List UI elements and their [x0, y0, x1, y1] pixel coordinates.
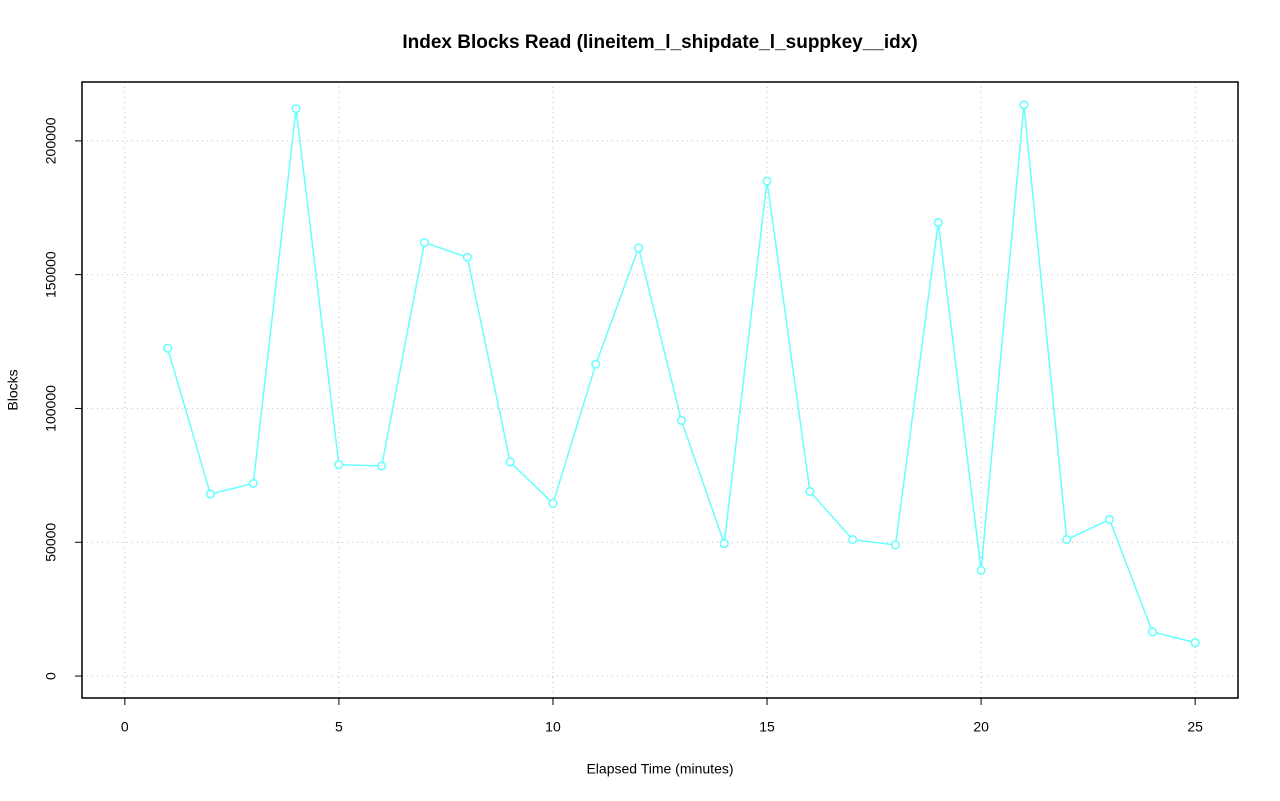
data-point [1019, 100, 1029, 110]
y-tick-label: 0 [43, 672, 59, 680]
data-point [976, 565, 986, 575]
data-point [762, 176, 772, 186]
data-point [377, 461, 387, 471]
data-point [548, 498, 558, 509]
data-point [248, 478, 258, 488]
y-tick-label: 200000 [43, 117, 59, 164]
data-point [1062, 535, 1072, 545]
x-tick-label: 25 [1187, 719, 1203, 735]
chart-title: Index Blocks Read (lineitem_l_shipdate_l… [402, 32, 917, 53]
y-tick-label: 150000 [43, 251, 59, 298]
x-tick-label: 15 [759, 719, 775, 735]
y-axis-label: Blocks [5, 369, 21, 410]
data-point [805, 486, 815, 496]
data-point [719, 539, 729, 549]
x-tick-label: 0 [121, 719, 129, 735]
x-axis-label: Elapsed Time (minutes) [586, 761, 733, 777]
data-point [505, 457, 515, 467]
data-point [933, 217, 943, 228]
data-point [848, 535, 858, 545]
data-point [462, 252, 472, 262]
data-point [1190, 638, 1200, 648]
series-line [166, 104, 1196, 644]
data-point [890, 540, 901, 550]
data-point [419, 238, 430, 248]
plot-frame [81, 81, 1239, 699]
data-point [205, 489, 215, 499]
x-tick-label: 10 [545, 719, 561, 735]
data-point [1105, 514, 1115, 525]
data-point [291, 104, 301, 114]
x-tick-label: 5 [335, 719, 343, 735]
data-point [676, 415, 686, 426]
data-point [634, 243, 644, 253]
y-tick-label: 100000 [43, 385, 59, 432]
y-tick-label: 50000 [43, 523, 59, 562]
data-point [1147, 627, 1157, 637]
data-point [163, 343, 173, 353]
x-tick-label: 20 [973, 719, 989, 735]
data-point [334, 460, 344, 470]
data-point [591, 359, 601, 369]
